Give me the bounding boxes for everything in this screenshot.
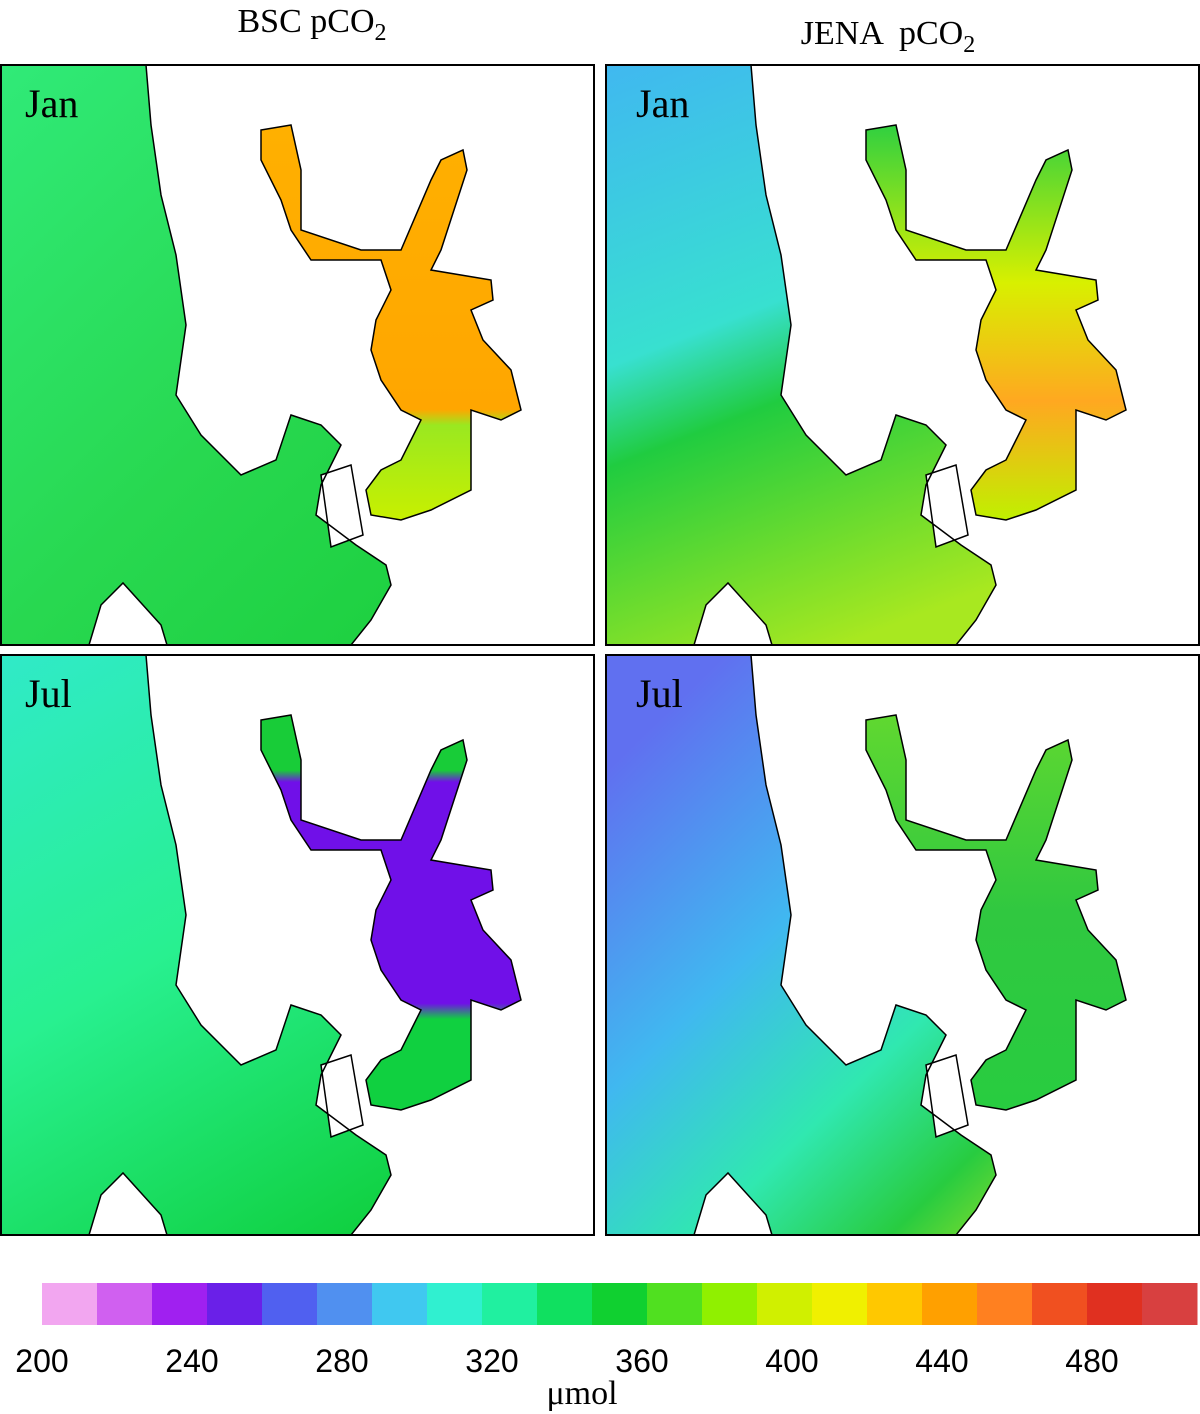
map-panel: Jul (0, 654, 595, 1236)
colorbar-step (317, 1283, 373, 1325)
colorbar-tick-label: 480 (1065, 1343, 1118, 1379)
title-text: BSC pCO (238, 3, 375, 40)
colorbar-step (867, 1283, 923, 1325)
title-subscript: 2 (375, 20, 387, 46)
panel-label: Jan (25, 81, 78, 126)
colorbar-step (152, 1283, 208, 1325)
colorbar-step (977, 1283, 1033, 1325)
colorbar-tick-label: 360 (615, 1343, 668, 1379)
colorbar-step (42, 1283, 98, 1325)
colorbar-tick-label: 200 (15, 1343, 68, 1379)
colorbar-step (1032, 1283, 1088, 1325)
colorbar-step (207, 1283, 263, 1325)
colorbar: 200 240 280 320 360 400 440 480 (15, 1283, 1198, 1379)
colorbar-tick-label: 320 (465, 1343, 518, 1379)
colorbar-step (1087, 1283, 1143, 1325)
colorbar-step (97, 1283, 153, 1325)
colorbar-step (427, 1283, 483, 1325)
colorbar-step (812, 1283, 868, 1325)
column-title: BSC pCO2 (238, 3, 387, 46)
colorbar-step (537, 1283, 593, 1325)
column-title: JENA pCO2 (801, 15, 975, 58)
colorbar-step (1142, 1283, 1198, 1325)
colorbar-tick-label: 440 (915, 1343, 968, 1379)
panel-label: Jan (636, 81, 689, 126)
colorbar-step (592, 1283, 648, 1325)
map-panel: Jul (605, 654, 1200, 1236)
colorbar-step (922, 1283, 978, 1325)
colorbar-label: μmol (546, 1375, 617, 1412)
panel-label: Jul (636, 671, 683, 716)
colorbar-tick-label: 240 (165, 1343, 218, 1379)
colorbar-step (757, 1283, 813, 1325)
colorbar-step (482, 1283, 538, 1325)
panel-label: Jul (25, 671, 72, 716)
colorbar-step (262, 1283, 318, 1325)
colorbar-tick-label: 280 (315, 1343, 368, 1379)
colorbar-step (372, 1283, 428, 1325)
title-text: JENA pCO (801, 15, 963, 52)
colorbar-step (647, 1283, 703, 1325)
title-subscript: 2 (963, 32, 975, 58)
map-panel: Jan (0, 64, 595, 646)
colorbar-tick-label: 400 (765, 1343, 818, 1379)
map-panel: Jan (605, 64, 1200, 646)
colorbar-step (702, 1283, 758, 1325)
